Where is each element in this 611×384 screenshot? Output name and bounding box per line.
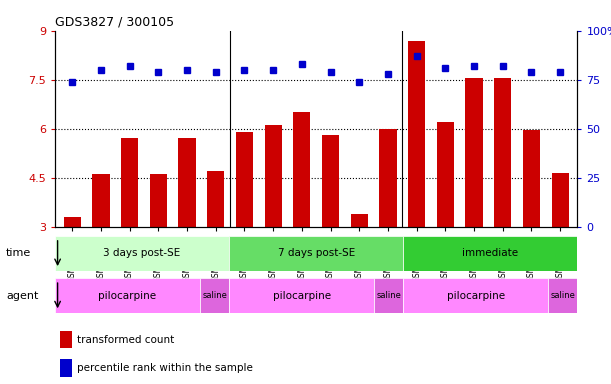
Text: saline: saline [376, 291, 401, 300]
Bar [552, 173, 569, 227]
Bar [200, 278, 229, 313]
Text: percentile rank within the sample: percentile rank within the sample [77, 363, 253, 373]
Text: time: time [6, 248, 31, 258]
Bar [236, 132, 253, 227]
Bar [55, 278, 200, 313]
Bar [92, 174, 109, 227]
Text: pilocarpine: pilocarpine [447, 291, 505, 301]
Bar [229, 278, 375, 313]
Bar [549, 278, 577, 313]
Text: pilocarpine: pilocarpine [273, 291, 331, 301]
Bar [60, 331, 71, 348]
Text: 7 days post-SE: 7 days post-SE [277, 248, 355, 258]
Bar [403, 278, 549, 313]
Text: immediate: immediate [463, 248, 518, 258]
Bar [322, 135, 339, 227]
Bar [64, 217, 81, 227]
Bar [150, 174, 167, 227]
Bar [178, 139, 196, 227]
Bar [229, 236, 403, 271]
Bar [523, 130, 540, 227]
Bar [207, 171, 224, 227]
Bar [293, 113, 310, 227]
Bar [408, 41, 425, 227]
Text: saline: saline [202, 291, 227, 300]
Text: saline: saline [551, 291, 576, 300]
Bar [121, 139, 138, 227]
Text: agent: agent [6, 291, 38, 301]
Text: 3 days post-SE: 3 days post-SE [103, 248, 181, 258]
Bar [494, 78, 511, 227]
Bar [437, 122, 454, 227]
Bar [466, 78, 483, 227]
Bar [379, 129, 397, 227]
Text: transformed count: transformed count [77, 335, 174, 345]
Text: GDS3827 / 300105: GDS3827 / 300105 [55, 15, 174, 28]
Bar [265, 126, 282, 227]
Bar [374, 278, 403, 313]
Bar [55, 236, 229, 271]
Text: pilocarpine: pilocarpine [98, 291, 156, 301]
Bar [60, 359, 71, 377]
Bar [403, 236, 577, 271]
Bar [351, 214, 368, 227]
